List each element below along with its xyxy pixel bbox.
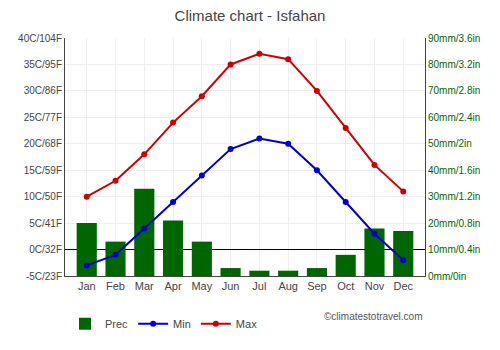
svg-text:50mm/2in: 50mm/2in (428, 138, 472, 149)
svg-text:70mm/2.8in: 70mm/2.8in (428, 85, 480, 96)
svg-text:Climate chart - Isfahan: Climate chart - Isfahan (175, 7, 326, 24)
svg-text:Aug: Aug (278, 280, 298, 292)
svg-text:80mm/3.2in: 80mm/3.2in (428, 59, 480, 70)
svg-text:30C/86F: 30C/86F (24, 85, 62, 96)
svg-text:Jun: Jun (222, 280, 240, 292)
svg-text:Mar: Mar (135, 280, 154, 292)
svg-text:30mm/1.2in: 30mm/1.2in (428, 191, 480, 202)
svg-text:60mm/2.4in: 60mm/2.4in (428, 112, 480, 123)
svg-text:25C/77F: 25C/77F (24, 112, 62, 123)
svg-text:40C/104F: 40C/104F (18, 33, 62, 44)
svg-text:Jan: Jan (78, 280, 96, 292)
svg-text:40mm/1.6in: 40mm/1.6in (428, 165, 480, 176)
svg-text:Prec: Prec (105, 318, 128, 330)
svg-text:Sep: Sep (307, 280, 327, 292)
svg-text:15C/59F: 15C/59F (24, 165, 62, 176)
svg-text:20C/68F: 20C/68F (24, 138, 62, 149)
svg-text:Dec: Dec (393, 280, 413, 292)
svg-text:10mm/0.4in: 10mm/0.4in (428, 244, 480, 255)
svg-text:Apr: Apr (165, 280, 182, 292)
svg-text:-5C/23F: -5C/23F (26, 271, 62, 282)
svg-text:Feb: Feb (106, 280, 125, 292)
svg-text:0C/32F: 0C/32F (29, 244, 62, 255)
svg-text:20mm/0.8in: 20mm/0.8in (428, 218, 480, 229)
svg-text:Jul: Jul (252, 280, 266, 292)
svg-text:May: May (191, 280, 212, 292)
svg-text:0mm/0in: 0mm/0in (428, 271, 466, 282)
svg-text:5C/41F: 5C/41F (29, 218, 62, 229)
svg-text:Max: Max (236, 318, 257, 330)
svg-text:90mm/3.6in: 90mm/3.6in (428, 33, 480, 44)
svg-text:Oct: Oct (337, 280, 354, 292)
svg-text:35C/95F: 35C/95F (24, 59, 62, 70)
svg-text:Nov: Nov (365, 280, 385, 292)
svg-text:10C/50F: 10C/50F (24, 191, 62, 202)
svg-text:©climatestotravel.com: ©climatestotravel.com (324, 311, 423, 322)
svg-text:Min: Min (173, 318, 191, 330)
